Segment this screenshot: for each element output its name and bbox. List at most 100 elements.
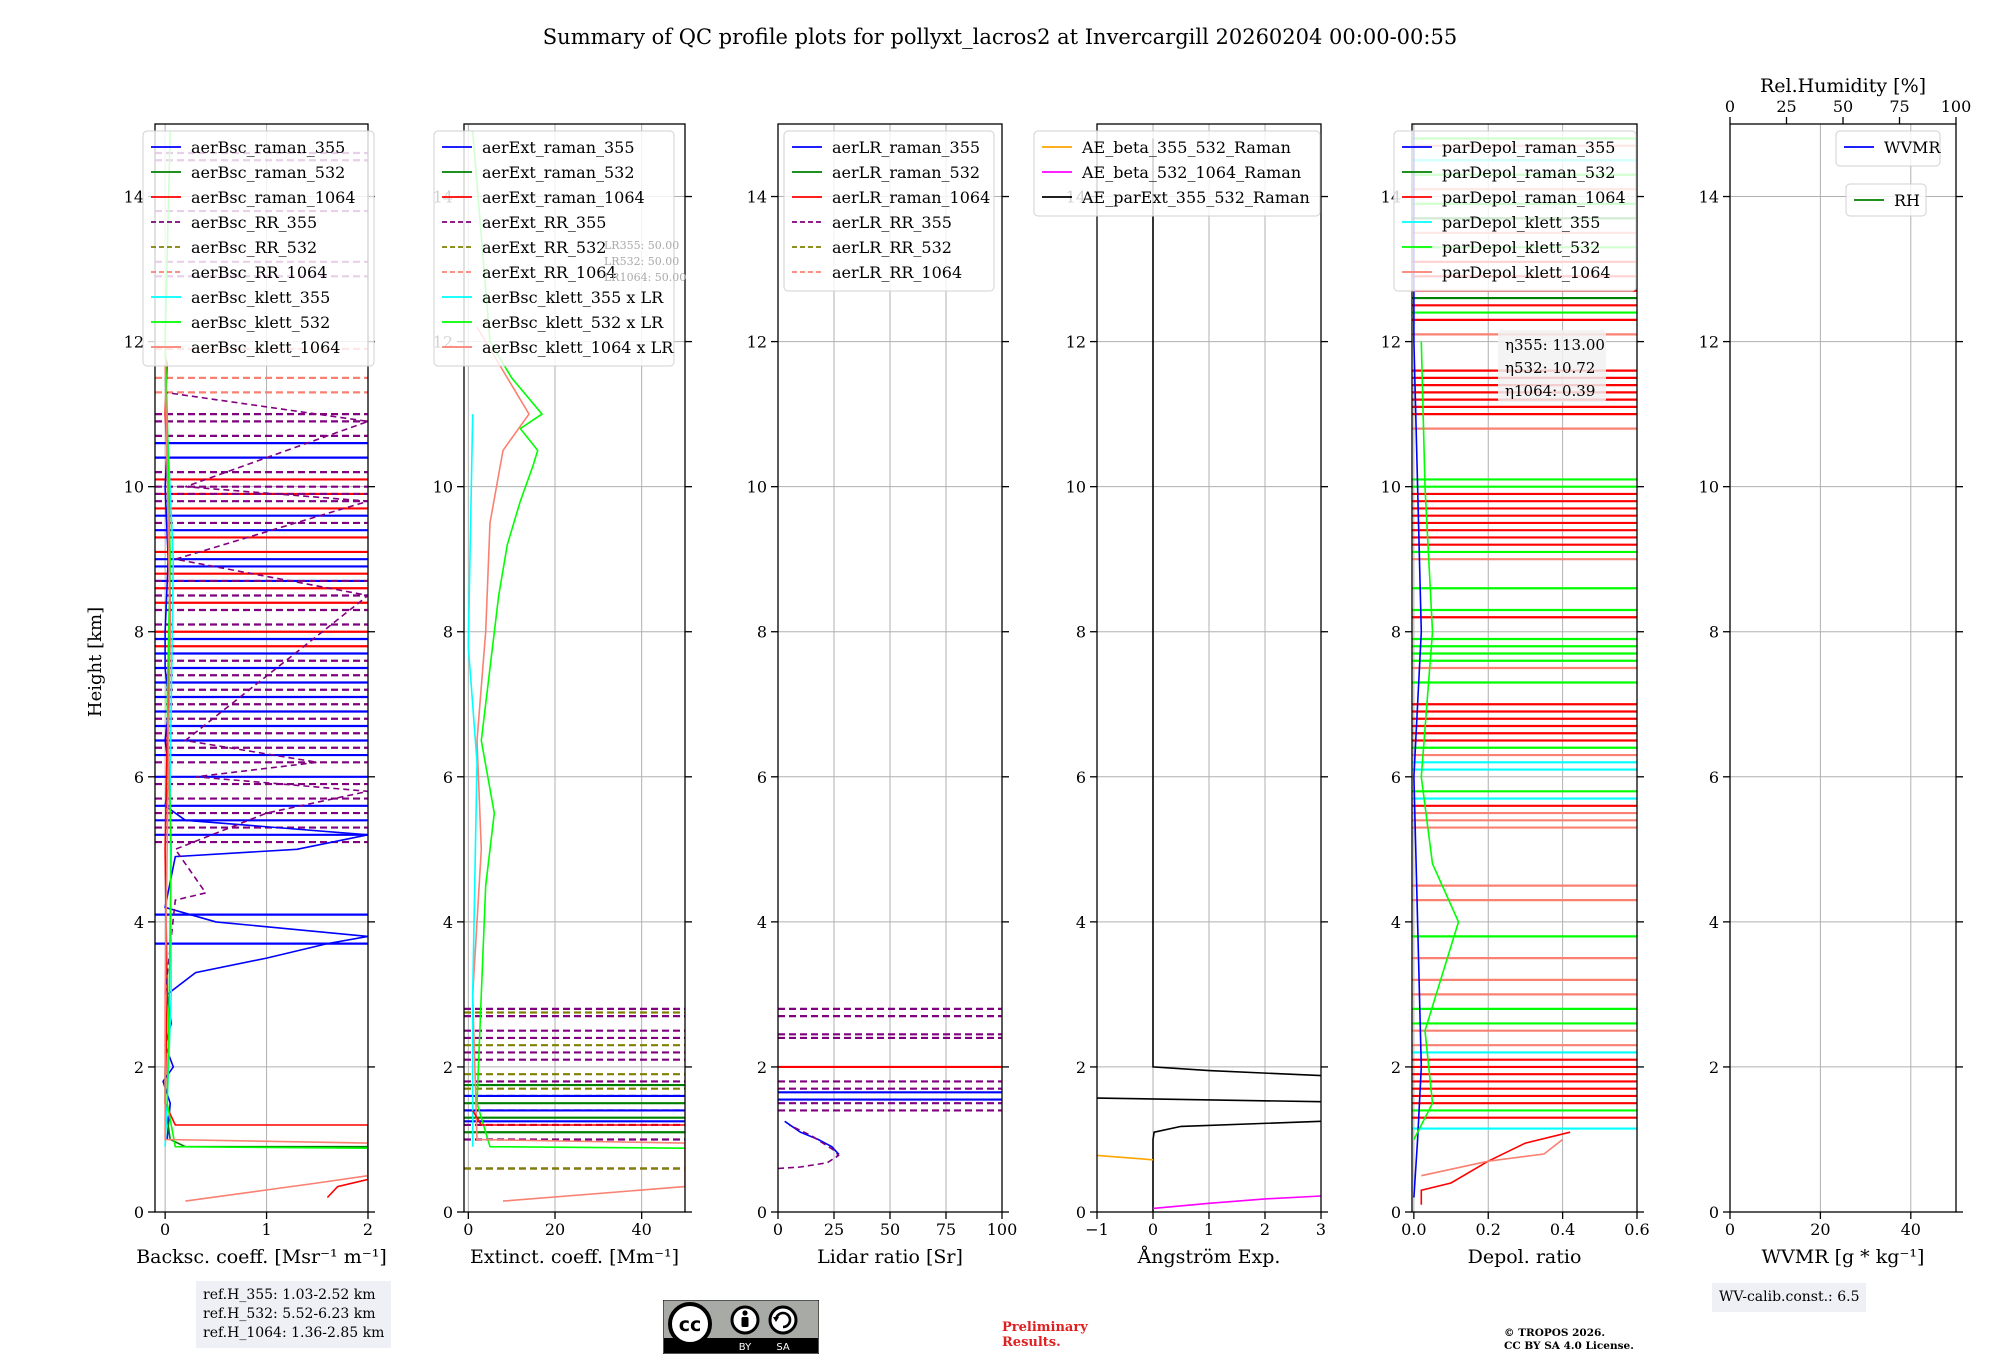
cc-logo-text: cc — [679, 1314, 702, 1336]
ytick-label: 12 — [747, 333, 767, 352]
copyright-notice: © TROPOS 2026. CC BY SA 4.0 License. — [1504, 1327, 1634, 1353]
legend-label: RH — [1894, 191, 1920, 210]
ytick-label: 6 — [443, 768, 453, 787]
axes-frame — [154, 123, 369, 1213]
ytick-label: 8 — [1076, 623, 1086, 642]
legend-label: parDepol_raman_355 — [1442, 138, 1615, 157]
ytick-label: 10 — [1066, 478, 1086, 497]
ytick-label: 2 — [1391, 1058, 1401, 1077]
ref-height-1064: ref.H_1064: 1.36-2.85 km — [203, 1325, 385, 1341]
legend-label: aerLR_raman_355 — [832, 138, 980, 157]
ytick-label: 8 — [1391, 623, 1401, 642]
legend-box — [142, 130, 375, 367]
series-parDepol_raman_1064 — [1420, 1131, 1571, 1205]
ytick-label: 8 — [757, 623, 767, 642]
ytick-label: 12 — [124, 333, 144, 352]
legend-label: aerLR_raman_1064 — [832, 188, 990, 207]
ytick-label: 6 — [1391, 768, 1401, 787]
xtick-label: 0 — [160, 1220, 170, 1239]
ytick-label: 2 — [443, 1058, 453, 1077]
legend-label: aerExt_raman_1064 — [482, 188, 645, 207]
ytick-label: 2 — [1076, 1058, 1086, 1077]
legend-label: aerExt_raman_355 — [482, 138, 635, 157]
xtick-label: 0.0 — [1401, 1220, 1426, 1239]
legend-label: aerBsc_klett_355 x LR — [482, 288, 664, 307]
xtick-label: 0 — [1725, 1220, 1735, 1239]
wv-calibration-text: WV-calib.const.: 6.5 — [1719, 1289, 1860, 1305]
ytick-label: 6 — [1076, 768, 1086, 787]
legend: aerExt_raman_355 aerExt_raman_532 aerExt_r… — [433, 130, 675, 367]
xtick-label: 2 — [363, 1220, 373, 1239]
series-AE_parExt_355_532_Raman — [1152, 1120, 1321, 1212]
ytick-label: 0 — [134, 1203, 144, 1222]
ytick-label: 10 — [1699, 478, 1719, 497]
height-axis-label: Height [km] — [85, 607, 106, 717]
legend-box — [1393, 130, 1637, 292]
ytick-label: 10 — [124, 478, 144, 497]
legend-label: aerLR_raman_532 — [832, 163, 980, 182]
ref-height-355: ref.H_355: 1.03-2.52 km — [203, 1287, 376, 1303]
annotation-text: LR532: 50.00 — [604, 255, 679, 268]
series-aerBsc_klett_355 x LR — [467, 414, 478, 1147]
ytick-label: 4 — [757, 913, 767, 932]
axes-frame — [1411, 123, 1638, 1213]
panel-ext: 0246810121402040Extinct. coeff. [Mm⁻¹]ae… — [433, 123, 692, 1268]
series-AE_beta_355_532_Raman — [1097, 1154, 1154, 1161]
legend-box — [783, 130, 995, 292]
xtick-label: 100 — [987, 1220, 1018, 1239]
legend-label: WVMR — [1884, 138, 1941, 157]
ytick-label: 10 — [747, 478, 767, 497]
xtick-label: 1 — [261, 1220, 271, 1239]
legend-label: AE_beta_355_532_Raman — [1081, 138, 1291, 157]
legend-label: parDepol_klett_532 — [1442, 238, 1600, 257]
series-aerBsc_klett_1064 — [164, 363, 368, 1202]
annotation-box — [1498, 330, 1606, 402]
ytick-label: 0 — [1391, 1203, 1401, 1222]
ytick-label: 6 — [1709, 768, 1719, 787]
series-AE_parExt_355_532_Raman — [1152, 138, 1321, 1077]
xtick-label: 1 — [1204, 1220, 1214, 1239]
axes-frame — [1729, 123, 1957, 1213]
annotation-text: η355: 113.00 — [1505, 336, 1605, 354]
data-layer — [778, 1007, 1002, 1170]
panel-lr: 0 2 4 6 8 10 12 14 0 25 50 75 100 Lidar ratio [Sr] aer… — [747, 123, 1018, 1268]
legend-label: aerBsc_RR_1064 — [191, 263, 327, 282]
xtick-label: 0.6 — [1624, 1220, 1649, 1239]
panel-wv: 0 2 4 6 8 10 12 14 0 20 40 WVMR [g * kg⁻¹] 0 25 50 75 10… — [1699, 75, 1972, 1268]
series-aerLR_raman_355 — [784, 1120, 840, 1159]
legend-label: aerBsc_klett_532 — [191, 313, 330, 332]
ytick-label: 14 — [747, 188, 767, 207]
legend-label: aerExt_RR_1064 — [482, 263, 617, 282]
ytick-label: 0 — [1709, 1203, 1719, 1222]
legend-label: aerExt_raman_532 — [482, 163, 635, 182]
legend: WVMR — [1835, 130, 1941, 167]
top-axis-label: Rel.Humidity [%] — [1760, 75, 1926, 97]
ytick-label: 10 — [433, 478, 453, 497]
series-aerBsc_RR_355 — [164, 391, 368, 995]
legend-box — [1845, 183, 1927, 217]
xaxis-label: Extinct. coeff. [Mm⁻¹] — [470, 1246, 679, 1268]
legend: parDepol_raman_355 parDepol_raman_532 parD… — [1393, 130, 1637, 292]
legend-label: aerBsc_raman_532 — [191, 163, 345, 182]
top-xtick-label: 100 — [1941, 97, 1972, 116]
ytick-label: 4 — [443, 913, 453, 932]
legend-label: aerBsc_klett_1064 — [191, 338, 340, 357]
legend-label: aerBsc_klett_1064 x LR — [482, 338, 674, 357]
legend-label: aerBsc_klett_532 x LR — [482, 313, 664, 332]
xtick-label: 20 — [1810, 1220, 1830, 1239]
legend: aerBsc_raman_355 aerBsc_raman_532 aerBsc_r… — [142, 130, 375, 367]
xtick-label: 40 — [1901, 1220, 1921, 1239]
annotation: LR355: 50.00 LR532: 50.00 LR1064: 50.00 — [604, 239, 686, 284]
top-xtick-label: 0 — [1725, 97, 1735, 116]
axes-frame — [463, 123, 686, 1213]
legend-rh: RH — [1845, 183, 1927, 217]
copyright-line-2: CC BY SA 4.0 License. — [1504, 1340, 1634, 1352]
legend-label: aerExt_RR_355 — [482, 213, 606, 232]
figure-title: Summary of QC profile plots for pollyxt_… — [543, 25, 1457, 49]
data-layer — [464, 131, 685, 1202]
legend-label: aerBsc_RR_355 — [191, 213, 317, 232]
xtick-label: 0.2 — [1476, 1220, 1501, 1239]
